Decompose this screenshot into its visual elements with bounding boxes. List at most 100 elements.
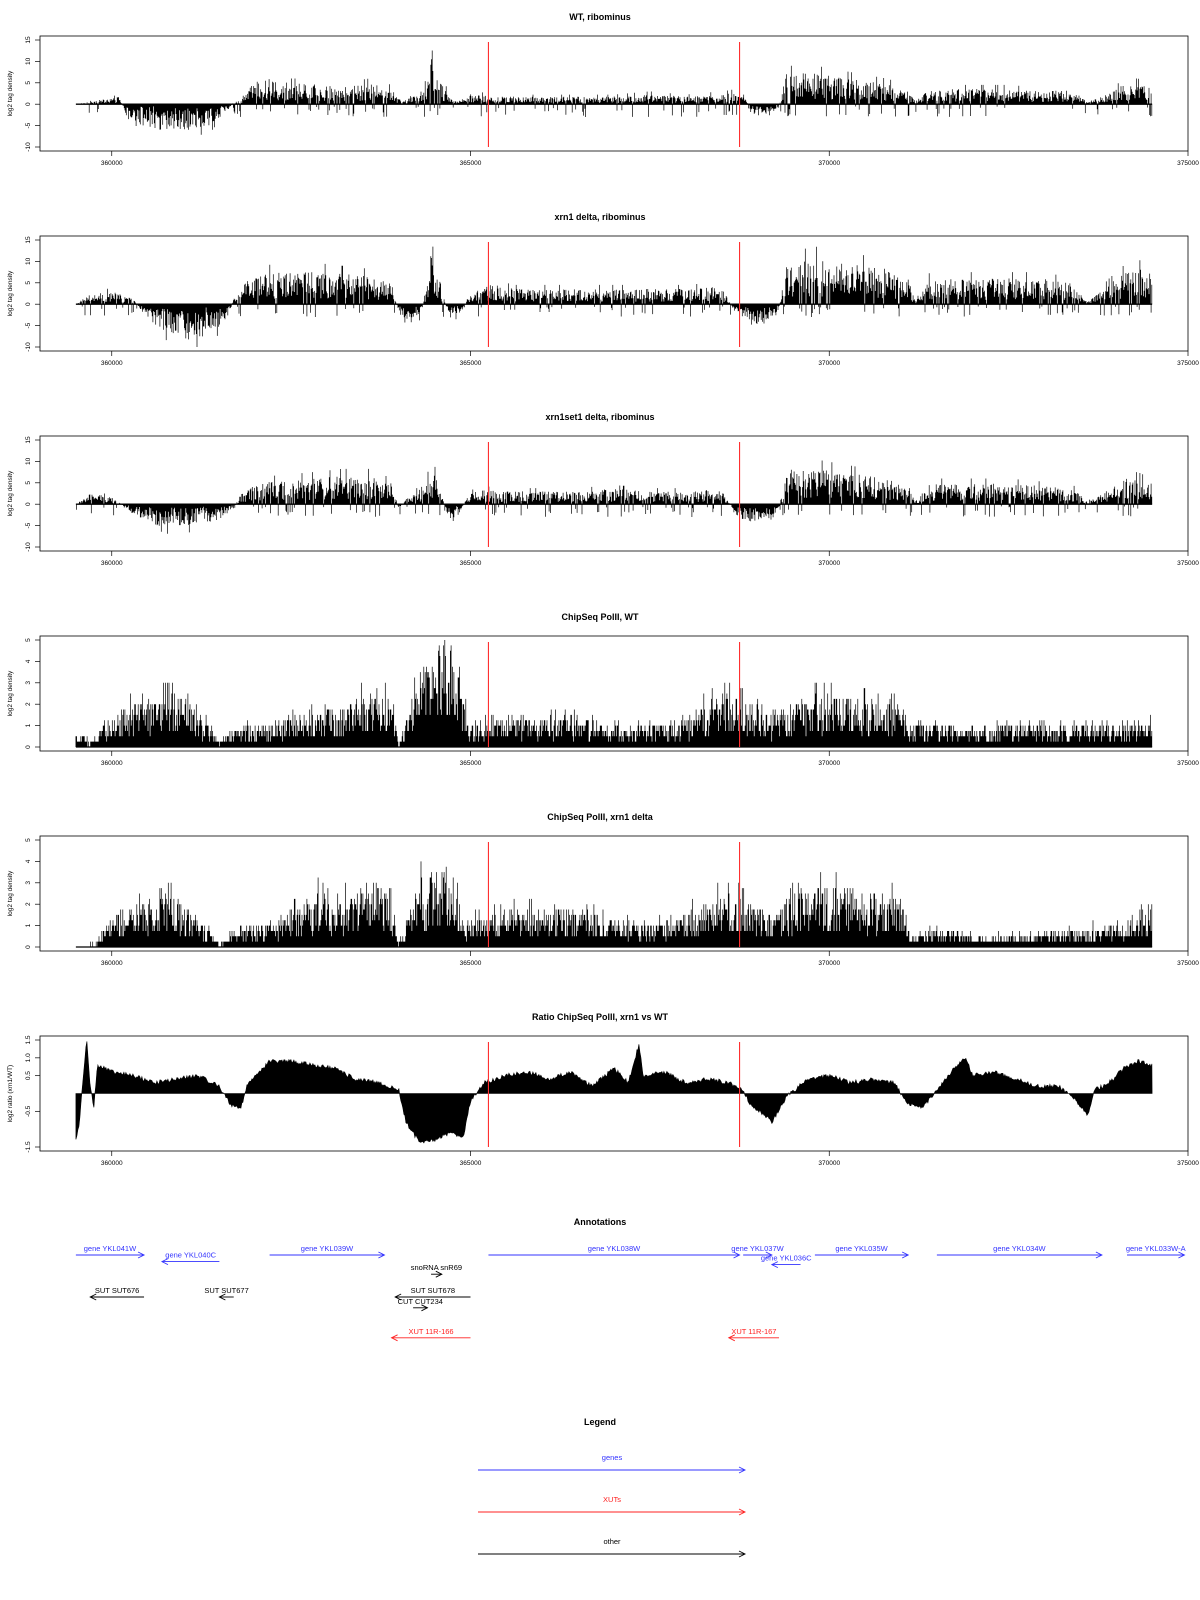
y-tick-label: 0 bbox=[25, 745, 32, 749]
panel-title: xrn1 delta, ribominus bbox=[554, 212, 645, 222]
x-tick-label: 375000 bbox=[1177, 1160, 1199, 1167]
x-tick-label: 375000 bbox=[1177, 960, 1199, 967]
feature-label: CUT CUT234 bbox=[398, 1297, 443, 1306]
density-bars bbox=[76, 460, 1153, 534]
x-tick-label: 360000 bbox=[101, 360, 123, 367]
y-tick-label: 5 bbox=[25, 281, 32, 285]
feature-label: XUT 11R-167 bbox=[731, 1327, 776, 1336]
data-series bbox=[75, 1041, 1153, 1144]
panel-title: ChipSeq PolII, xrn1 delta bbox=[547, 812, 654, 822]
arrow-head-icon bbox=[89, 1293, 97, 1301]
annotation-feature: gene YKL033W-A bbox=[1126, 1244, 1186, 1259]
x-tick-label: 375000 bbox=[1177, 160, 1199, 167]
y-tick-label: -10 bbox=[25, 542, 32, 552]
y-axis-label: log2 tag density bbox=[7, 670, 14, 716]
plot-frame bbox=[39, 835, 1189, 952]
y-tick-label: 5 bbox=[25, 481, 32, 485]
x-tick-label: 370000 bbox=[818, 560, 840, 567]
annotation-feature: gene YKL041W bbox=[75, 1244, 146, 1259]
density-bars bbox=[90, 861, 1153, 947]
y-tick-label: -1.5 bbox=[25, 1141, 32, 1153]
arrow-head-icon bbox=[394, 1293, 402, 1301]
annotation-feature: XUT 11R-167 bbox=[727, 1327, 780, 1342]
annotation-feature: gene YKL040C bbox=[160, 1251, 220, 1266]
x-tick-label: 365000 bbox=[460, 1160, 482, 1167]
arrow-head-icon bbox=[435, 1270, 443, 1278]
density-bars bbox=[75, 640, 1153, 747]
y-axis-label: log2 tag density bbox=[7, 470, 14, 516]
plot-frame bbox=[39, 435, 1189, 552]
arrow-head-icon bbox=[733, 1251, 741, 1259]
x-tick-label: 375000 bbox=[1177, 760, 1199, 767]
arrow-head-icon bbox=[770, 1261, 779, 1269]
track-panel-4: ChipSeq PolII, WT 0 1 2 3 4 5 log2 tag density 3… bbox=[7, 612, 1199, 767]
legend: Legend genes XUTs other bbox=[478, 1417, 747, 1558]
feature-label: SUT SUT677 bbox=[204, 1286, 248, 1295]
y-tick-label: 1.0 bbox=[25, 1053, 32, 1062]
data-series bbox=[75, 246, 1153, 347]
arrow-head-icon bbox=[378, 1251, 386, 1259]
legend-label: genes bbox=[602, 1453, 623, 1462]
density-bars bbox=[79, 50, 1153, 135]
y-axis-label: log2 ratio (xrn1/WT) bbox=[7, 1065, 14, 1122]
legend-items: genes XUTs other bbox=[478, 1453, 747, 1558]
y-tick-label: -5 bbox=[25, 522, 32, 528]
y-tick-label: 0.5 bbox=[25, 1071, 32, 1080]
y-tick-label: 0 bbox=[25, 302, 32, 306]
y-tick-label: 2 bbox=[25, 902, 32, 906]
annotation-feature: CUT CUT234 bbox=[398, 1297, 443, 1312]
y-tick-label: -5 bbox=[25, 122, 32, 128]
y-tick-label: 1.5 bbox=[25, 1035, 32, 1044]
y-tick-label: 0 bbox=[25, 945, 32, 949]
feature-label: gene YKL035W bbox=[835, 1244, 888, 1253]
annotation-feature: gene YKL037W bbox=[731, 1244, 785, 1259]
x-tick-label: 360000 bbox=[101, 960, 123, 967]
plot-frame bbox=[39, 1035, 1189, 1152]
x-tick-label: 370000 bbox=[818, 360, 840, 367]
legend-label: XUTs bbox=[603, 1495, 621, 1504]
arrow-head-icon bbox=[738, 1550, 747, 1558]
y-tick-label: 10 bbox=[25, 457, 32, 465]
feature-label: gene YKL039W bbox=[301, 1244, 354, 1253]
legend-item-gene: genes bbox=[478, 1453, 747, 1474]
feature-label: gene YKL038W bbox=[588, 1244, 641, 1253]
x-tick-label: 365000 bbox=[460, 760, 482, 767]
arrow-head-icon bbox=[137, 1251, 146, 1259]
arrow-head-icon bbox=[727, 1334, 736, 1342]
y-tick-label: -10 bbox=[25, 142, 32, 152]
annotations-title: Annotations bbox=[574, 1217, 627, 1227]
feature-label: SUT SUT678 bbox=[411, 1286, 455, 1295]
x-tick-label: 370000 bbox=[818, 1160, 840, 1167]
x-tick-label: 370000 bbox=[818, 760, 840, 767]
y-tick-label: 5 bbox=[25, 638, 32, 642]
annotation-feature: snoRNA snR69 bbox=[411, 1263, 462, 1278]
x-tick-label: 365000 bbox=[460, 960, 482, 967]
plot-frame bbox=[39, 635, 1189, 752]
x-tick-label: 360000 bbox=[101, 560, 123, 567]
feature-label: gene YKL036C bbox=[761, 1254, 812, 1263]
track-panel-5: ChipSeq PolII, xrn1 delta 0 1 2 3 4 5 log2 tag … bbox=[7, 812, 1199, 967]
feature-label: SUT SUT676 bbox=[95, 1286, 139, 1295]
legend-label: other bbox=[603, 1537, 621, 1546]
arrow-head-icon bbox=[901, 1251, 910, 1259]
y-tick-label: 5 bbox=[25, 81, 32, 85]
feature-label: gene YKL033W-A bbox=[1126, 1244, 1186, 1253]
annotation-features: gene YKL041W gene YKL040C gene YKL039W gene… bbox=[75, 1244, 1186, 1342]
y-tick-label: 15 bbox=[25, 236, 32, 244]
annotation-feature: SUT SUT678 bbox=[394, 1286, 471, 1301]
x-tick-label: 360000 bbox=[101, 1160, 123, 1167]
legend-item-other: other bbox=[478, 1537, 747, 1558]
track-panel-1: WT, ribominus -10 -5 0 5 10 15 log2 tag density… bbox=[7, 12, 1199, 167]
arrow-head-icon bbox=[765, 1251, 773, 1259]
track-panel-6: Ratio ChipSeq PolII, xrn1 vs WT -1.5 -0.5 0… bbox=[7, 1012, 1199, 1167]
panel-title: WT, ribominus bbox=[569, 12, 631, 22]
y-tick-label: 5 bbox=[25, 838, 32, 842]
y-tick-label: 4 bbox=[25, 859, 32, 863]
y-tick-label: 1 bbox=[25, 723, 32, 727]
arrow-head-icon bbox=[1095, 1251, 1103, 1259]
x-tick-label: 370000 bbox=[818, 960, 840, 967]
annotation-feature: gene YKL035W bbox=[814, 1244, 910, 1259]
arrow-head-icon bbox=[421, 1304, 429, 1312]
